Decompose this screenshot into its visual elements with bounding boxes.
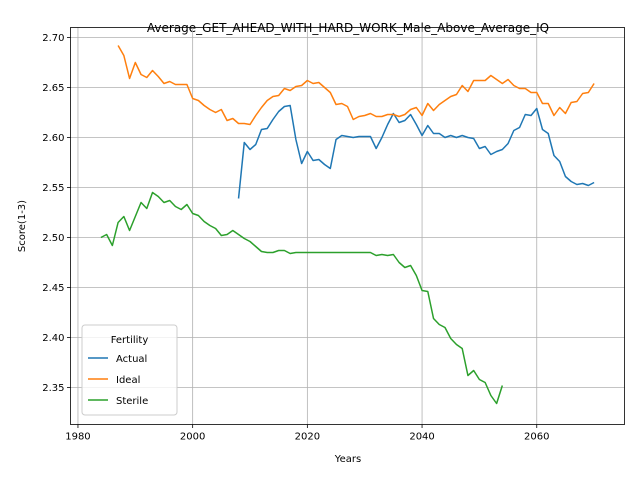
legend: Fertility Actual Ideal Sterile bbox=[81, 324, 178, 416]
x-axis: 1980 2000 2020 2040 2060 bbox=[65, 424, 549, 443]
x-tick-label: 2060 bbox=[524, 432, 549, 443]
x-tick-label: 2000 bbox=[180, 432, 205, 443]
x-tick-label: 2020 bbox=[295, 432, 320, 443]
y-tick-label: 2.35 bbox=[42, 383, 64, 394]
x-tick-label: 1980 bbox=[65, 432, 90, 443]
series-line-ideal bbox=[117, 45, 595, 126]
y-axis: 2.35 2.40 2.45 2.50 2.55 2.60 2.65 2.70 bbox=[42, 33, 71, 394]
y-tick-label: 2.55 bbox=[42, 183, 64, 194]
y-tick-label: 2.70 bbox=[42, 33, 64, 44]
y-tick-label: 2.65 bbox=[42, 83, 64, 94]
chart-title: Average_GET_AHEAD_WITH_HARD_WORK_Male_Ab… bbox=[147, 21, 549, 35]
y-tick-label: 2.40 bbox=[42, 333, 64, 344]
y-tick-label: 2.60 bbox=[42, 133, 64, 144]
y-tick-label: 2.45 bbox=[42, 283, 64, 294]
series-line-actual bbox=[237, 104, 595, 199]
y-tick-label: 2.50 bbox=[42, 233, 64, 244]
legend-label-ideal: Ideal bbox=[116, 375, 140, 386]
y-axis-label: Score(1-3) bbox=[17, 200, 28, 252]
series-line-sterile bbox=[100, 191, 504, 405]
x-tick-label: 2040 bbox=[409, 432, 434, 443]
legend-label-sterile: Sterile bbox=[116, 396, 148, 407]
plot-frame bbox=[70, 27, 625, 425]
legend-title: Fertility bbox=[111, 335, 149, 346]
legend-box bbox=[81, 324, 178, 416]
legend-label-actual: Actual bbox=[116, 354, 147, 365]
x-axis-label: Years bbox=[334, 454, 361, 465]
series-lines bbox=[100, 45, 595, 405]
